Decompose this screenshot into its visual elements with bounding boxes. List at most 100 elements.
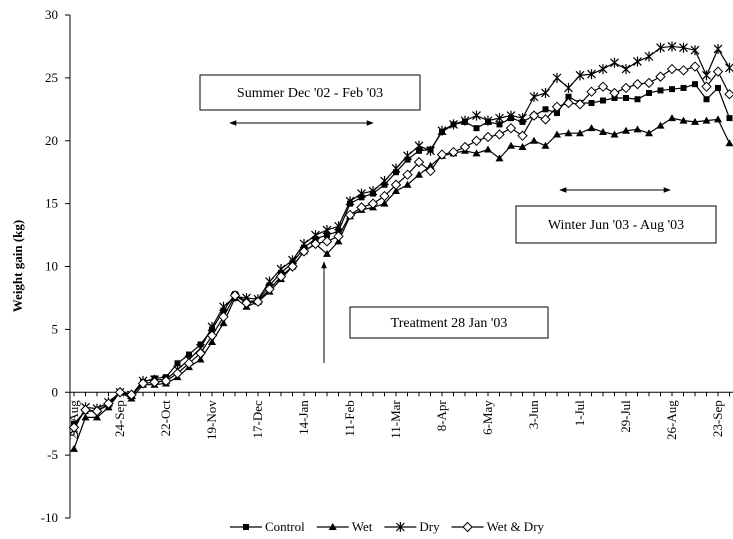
marker bbox=[264, 283, 275, 295]
marker bbox=[415, 170, 423, 178]
marker bbox=[483, 115, 493, 126]
x-tick-label: 1-Jul bbox=[572, 400, 587, 426]
annotation-box bbox=[349, 306, 549, 339]
annotation-box bbox=[515, 205, 717, 244]
marker bbox=[403, 180, 412, 188]
annotation: Treatment 28 Jan '03 bbox=[391, 316, 508, 331]
x-tick-label: 26-Aug bbox=[664, 400, 679, 440]
marker bbox=[449, 119, 458, 130]
marker bbox=[564, 82, 573, 93]
marker bbox=[416, 147, 422, 154]
marker bbox=[551, 101, 563, 113]
marker bbox=[633, 125, 642, 133]
marker bbox=[207, 321, 217, 332]
marker bbox=[321, 236, 333, 247]
marker bbox=[229, 290, 241, 301]
y-tick-label: -5 bbox=[47, 447, 58, 462]
x-tick-label: 17-Dec bbox=[250, 400, 265, 438]
y-tick-label: -10 bbox=[41, 510, 58, 525]
marker bbox=[541, 141, 550, 149]
marker bbox=[91, 405, 103, 417]
marker bbox=[726, 115, 733, 122]
marker bbox=[324, 232, 330, 239]
marker bbox=[380, 175, 389, 186]
marker bbox=[655, 71, 666, 82]
marker bbox=[552, 72, 562, 83]
marker bbox=[621, 64, 631, 75]
marker bbox=[462, 521, 473, 533]
marker bbox=[103, 398, 114, 409]
marker bbox=[243, 524, 249, 530]
marker bbox=[413, 156, 425, 168]
y-tick-label: 5 bbox=[52, 321, 59, 336]
marker bbox=[646, 89, 652, 96]
marker bbox=[345, 196, 355, 207]
marker bbox=[669, 86, 675, 93]
marker bbox=[252, 296, 264, 307]
marker bbox=[356, 202, 367, 213]
marker bbox=[667, 41, 677, 52]
marker bbox=[715, 84, 721, 91]
marker bbox=[298, 246, 310, 257]
marker bbox=[495, 154, 504, 162]
x-tick-label: 19-Nov bbox=[204, 400, 219, 440]
marker bbox=[328, 523, 337, 530]
marker bbox=[563, 97, 574, 109]
y-tick-label: 25 bbox=[45, 70, 58, 85]
marker bbox=[714, 115, 722, 123]
marker bbox=[403, 150, 412, 161]
marker bbox=[712, 66, 724, 77]
marker bbox=[505, 122, 517, 134]
marker bbox=[575, 70, 585, 81]
marker bbox=[137, 378, 149, 389]
marker bbox=[541, 87, 550, 98]
marker bbox=[333, 231, 344, 242]
marker bbox=[666, 63, 678, 75]
y-tick-label: 0 bbox=[52, 384, 59, 399]
marker bbox=[643, 77, 655, 89]
marker bbox=[460, 115, 470, 126]
marker bbox=[425, 165, 436, 177]
marker bbox=[632, 78, 643, 90]
marker bbox=[459, 141, 471, 153]
marker bbox=[93, 413, 101, 421]
marker bbox=[395, 522, 405, 532]
marker bbox=[390, 179, 402, 190]
marker bbox=[600, 97, 606, 104]
marker bbox=[368, 186, 378, 197]
marker bbox=[218, 311, 229, 323]
marker bbox=[680, 84, 687, 91]
marker bbox=[598, 64, 608, 75]
marker bbox=[702, 70, 711, 81]
marker bbox=[183, 358, 195, 369]
marker bbox=[657, 87, 664, 94]
legend-label: Control bbox=[265, 519, 305, 534]
x-tick-label: 11-Feb bbox=[342, 400, 357, 436]
marker bbox=[609, 87, 620, 99]
marker bbox=[553, 130, 561, 138]
marker bbox=[80, 404, 91, 416]
marker bbox=[576, 129, 584, 137]
marker bbox=[482, 131, 494, 143]
marker bbox=[426, 145, 435, 156]
series-line bbox=[73, 83, 731, 425]
marker bbox=[656, 121, 665, 129]
marker bbox=[597, 81, 609, 92]
marker bbox=[610, 57, 619, 68]
x-tick-label: 23-Sep bbox=[710, 400, 725, 437]
y-tick-label: 30 bbox=[45, 7, 58, 22]
marker bbox=[206, 330, 218, 341]
marker bbox=[703, 96, 710, 103]
annotation: Winter Jun '03 - Aug '03 bbox=[548, 218, 684, 233]
marker bbox=[275, 271, 287, 282]
marker bbox=[599, 127, 607, 135]
marker bbox=[323, 249, 331, 257]
marker bbox=[540, 114, 551, 125]
y-tick-label: 15 bbox=[45, 196, 58, 211]
marker bbox=[622, 126, 630, 134]
marker bbox=[691, 117, 699, 125]
marker bbox=[518, 113, 527, 124]
marker bbox=[633, 56, 642, 67]
marker bbox=[713, 43, 723, 54]
series-line bbox=[73, 117, 731, 450]
